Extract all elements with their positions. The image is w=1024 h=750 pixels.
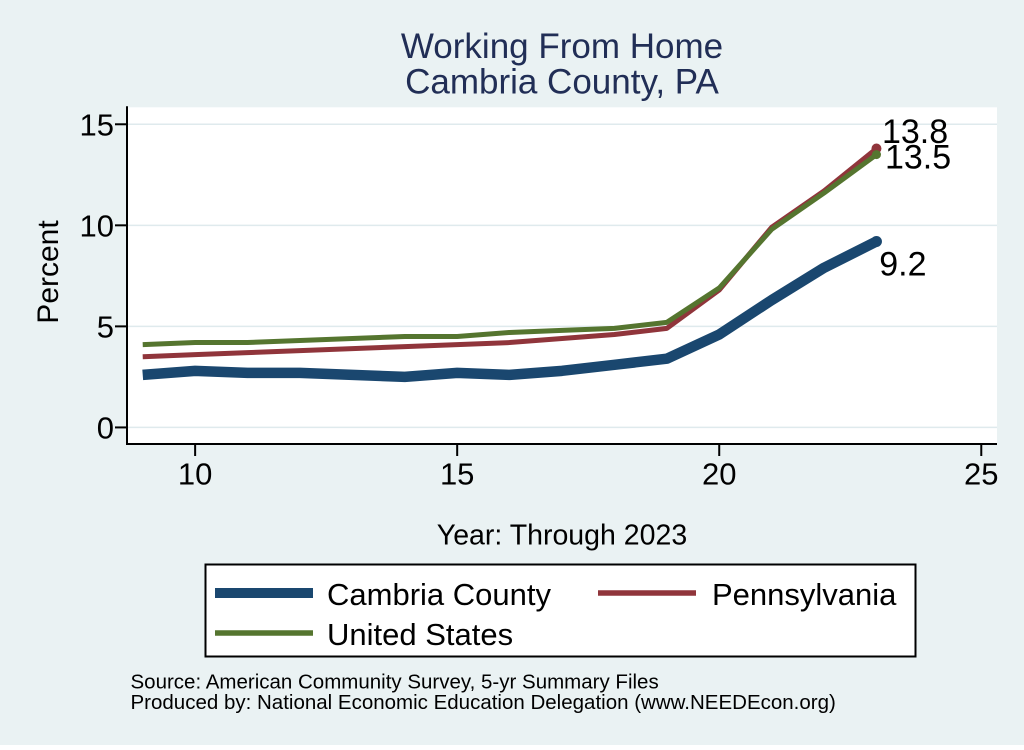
legend-label-pennsylvania: Pennsylvania bbox=[712, 577, 897, 612]
legend-box bbox=[204, 563, 917, 658]
note-produced-by: Produced by: National Economic Education… bbox=[131, 691, 836, 714]
chart-title-line-2: Cambria County, PA bbox=[405, 62, 719, 101]
x-tick-labels: 10 15 20 25 bbox=[178, 457, 999, 492]
end-label-pennsylvania: 13.8 bbox=[882, 113, 948, 151]
x-tick-label-25: 25 bbox=[964, 457, 998, 492]
legend-item-united-states: United States bbox=[215, 617, 513, 652]
legend-label-united-states: United States bbox=[327, 617, 513, 652]
end-label-united-states: 13.5 bbox=[885, 138, 951, 176]
x-tick-label-20: 20 bbox=[702, 457, 736, 492]
end-value-labels: 9.2 13.813.5 bbox=[879, 113, 951, 283]
x-tick-label-15: 15 bbox=[440, 457, 474, 492]
note-source: Source: American Community Survey, 5-yr … bbox=[131, 671, 659, 694]
legend-item-cambria-county: Cambria County bbox=[215, 577, 551, 612]
end-marker-united-states bbox=[871, 150, 881, 160]
gridlines bbox=[127, 123, 997, 429]
series-lines bbox=[142, 146, 879, 383]
legend-label-cambria-county: Cambria County bbox=[327, 577, 551, 612]
plot-area bbox=[127, 107, 997, 445]
y-tick-label-15: 15 bbox=[80, 107, 114, 142]
series-line-united-states bbox=[142, 152, 878, 348]
end-marker-cambria-county bbox=[870, 235, 882, 247]
y-tick-labels: 0 5 10 15 bbox=[80, 107, 114, 445]
y-tick-label-10: 10 bbox=[80, 208, 114, 243]
axes bbox=[126, 106, 997, 445]
end-label-cambria-county: 9.2 bbox=[879, 245, 926, 283]
y-tick-label-0: 0 bbox=[97, 410, 114, 445]
end-markers bbox=[870, 143, 882, 247]
y-tick-label-5: 5 bbox=[97, 309, 114, 344]
legend-item-pennsylvania: Pennsylvania bbox=[598, 577, 897, 612]
legend: Cambria County Pennsylvania United States bbox=[204, 563, 917, 658]
chart-title-line-1: Working From Home bbox=[401, 27, 723, 66]
tick-marks bbox=[115, 123, 983, 456]
y-axis-title: Percent bbox=[32, 220, 65, 324]
x-axis-title: Year: Through 2023 bbox=[437, 520, 687, 552]
x-tick-label-10: 10 bbox=[178, 457, 212, 492]
legend-items: Cambria County Pennsylvania United States bbox=[215, 577, 897, 652]
series-line-cambria-county bbox=[142, 236, 879, 383]
